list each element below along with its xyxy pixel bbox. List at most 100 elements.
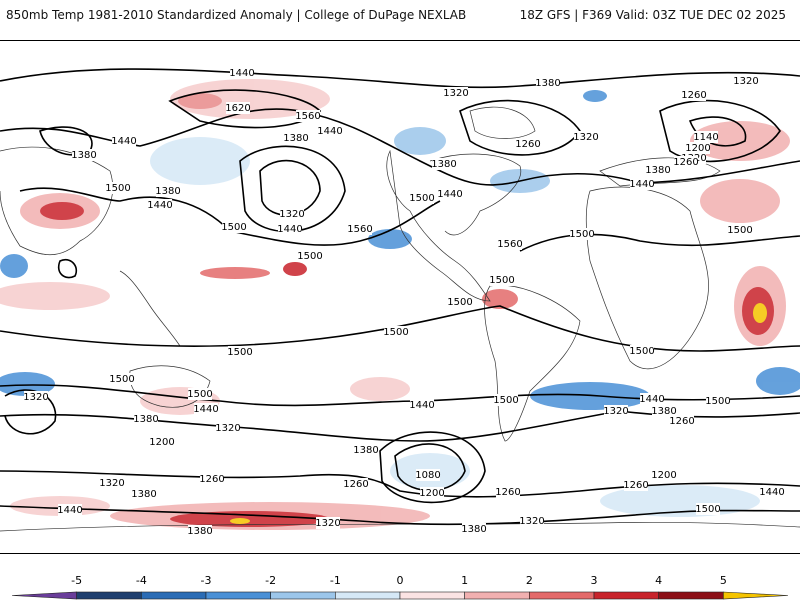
contour-label: 1500: [221, 222, 246, 233]
contour-label-bg: [156, 185, 180, 197]
contour-label: 1440: [409, 400, 434, 411]
colorbar-tick-label: 5: [720, 574, 727, 587]
contour-label-bg: [444, 87, 468, 99]
anomaly-blob: [283, 262, 307, 276]
contour-label: 1380: [535, 78, 560, 89]
colorbar-segment: [11, 591, 77, 600]
contour-label-bg: [630, 345, 654, 357]
contour-label: 1440: [629, 179, 654, 190]
anomaly-blob: [482, 289, 518, 309]
colorbar-tick-label: -2: [265, 574, 276, 587]
contour-label-bg: [106, 182, 130, 194]
colorbar-segment: [529, 591, 595, 600]
contour-label-bg: [760, 486, 784, 498]
contour-label-bg: [652, 405, 676, 417]
contour-label-bg: [438, 188, 462, 200]
contour-label: 1380: [283, 133, 308, 144]
contour-label-bg: [110, 373, 134, 385]
contour-label: 1320: [99, 478, 124, 489]
contour-label-bg: [536, 77, 560, 89]
contour-line: [4, 389, 57, 435]
contour-label: 1440: [111, 136, 136, 147]
contour-label: 1320: [573, 132, 598, 143]
contour-label-bg: [230, 67, 254, 79]
contour-line: [394, 443, 466, 492]
contour-label-bg: [134, 413, 158, 425]
contour-label-bg: [228, 346, 252, 358]
contour-label-bg: [670, 415, 694, 427]
contour-label-bg: [216, 422, 240, 434]
colorbar-tick-label: 2: [526, 574, 533, 587]
contour-label-bg: [696, 503, 720, 515]
anomaly-blob: [350, 377, 410, 401]
colorbar-tick-label: -3: [201, 574, 212, 587]
map-title: 850mb Temp 1981-2010 Standardized Anomal…: [6, 8, 467, 22]
contour-label: 1440: [277, 224, 302, 235]
contour-label: 1500: [695, 504, 720, 515]
model-run-info: 18Z GFS | F369 Valid: 03Z TUE DEC 02 202…: [519, 8, 786, 22]
contour-line: [259, 159, 321, 216]
contour-label: 1260: [673, 157, 698, 168]
contour-label: 1200: [149, 437, 174, 448]
contour-label: 1320: [733, 76, 758, 87]
contour-label-bg: [410, 192, 434, 204]
anomaly-blob: [230, 518, 250, 524]
contour-label: 1500: [105, 183, 130, 194]
contour-label: 1500: [109, 374, 134, 385]
map-panel: 1440 1620 1560 1440 1380 1440 1380 1500 1380 1440…: [0, 40, 800, 554]
contour-label-bg: [420, 487, 444, 499]
contour-label: 1440: [437, 189, 462, 200]
contour-label-bg: [640, 393, 664, 405]
contour-label: 1500: [705, 396, 730, 407]
contour-label-bg: [296, 110, 320, 122]
contour-line: [0, 68, 800, 89]
contour-label: 1320: [443, 88, 468, 99]
colorbar-segment: [141, 591, 207, 600]
anomaly-blob: [583, 90, 607, 102]
contour-label-bg: [188, 525, 212, 537]
contour-label: 1380: [353, 445, 378, 456]
coastline-asia: [0, 146, 113, 255]
contour-label: 1320: [315, 518, 340, 529]
anomaly-blob: [0, 372, 55, 396]
coastline-greenland: [469, 106, 536, 139]
contour-label-bg: [494, 394, 518, 406]
anomaly-blob: [368, 229, 412, 249]
colorbar-segment: [76, 591, 142, 600]
contour-label: 1200: [685, 143, 710, 154]
contour-label-bg: [516, 138, 540, 150]
colorbar-segment: [723, 591, 789, 600]
contour-label-bg: [682, 89, 706, 101]
colorbar-segment: [658, 591, 724, 600]
contour-line: [0, 305, 800, 352]
coastline-south-america: [484, 284, 581, 442]
contour-label: 1500: [489, 275, 514, 286]
contour-label: 1440: [759, 487, 784, 498]
anomaly-shading: [0, 79, 800, 530]
anomaly-colorbar: -5 -4 -3 -2 -1 0 1 2 3 4 5: [0, 572, 800, 600]
coastline-africa: [585, 186, 709, 370]
contour-label-bg: [694, 131, 718, 143]
contour-label: 1440: [639, 394, 664, 405]
contour-label-bg: [72, 149, 96, 161]
contour-label-bg: [58, 504, 82, 516]
contour-label: 1260: [623, 480, 648, 491]
coastline-pacific-islands: [119, 270, 181, 347]
contour-label-bg: [24, 391, 48, 403]
contour-label-bg: [280, 208, 304, 220]
colorbar-segment: [270, 591, 336, 600]
contour-label-bg: [284, 132, 308, 144]
contour-label: 1140: [693, 132, 718, 143]
coastline-north-america-east: [429, 153, 522, 236]
colorbar-tick-label: -1: [330, 574, 341, 587]
contour-label-bg: [226, 102, 250, 114]
contour-label: 1260: [669, 416, 694, 427]
contour-label-bg: [200, 473, 224, 485]
colorbar-tick-label: 1: [461, 574, 468, 587]
contour-label-bg: [630, 178, 654, 190]
contour-label: 1380: [431, 159, 456, 170]
contour-label: 1260: [199, 474, 224, 485]
contour-label-bg: [222, 221, 246, 233]
contour-label: 1500: [227, 347, 252, 358]
